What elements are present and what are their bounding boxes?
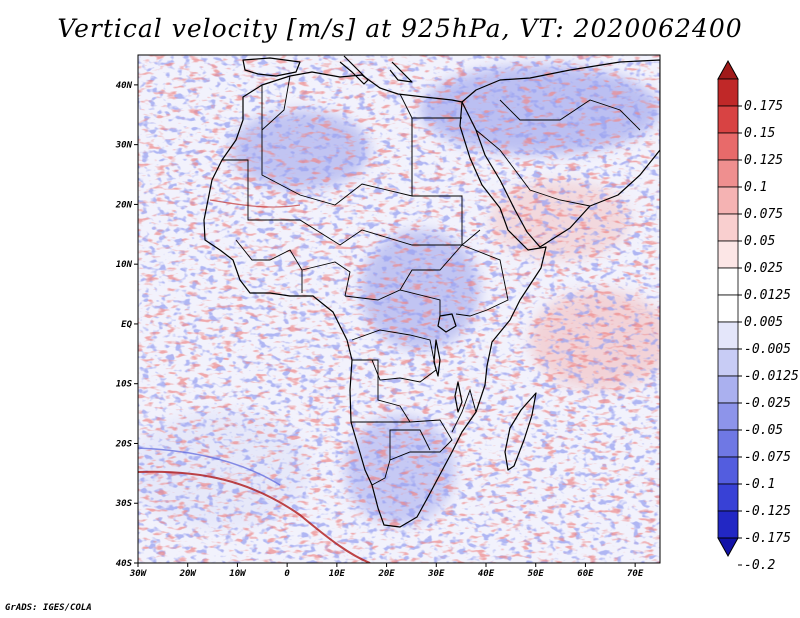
country-borders xyxy=(222,75,641,486)
colorbar-swatch xyxy=(717,375,739,404)
border-horn xyxy=(455,244,509,317)
coastline-greece xyxy=(389,61,413,83)
map-panel xyxy=(137,54,661,564)
colorbar-label: 0.025 xyxy=(744,261,783,276)
lon-tick-label: 30W xyxy=(129,569,148,579)
border-angola xyxy=(352,359,411,423)
colorbar-swatch xyxy=(717,321,739,350)
coastline-lake-tanganyika xyxy=(433,339,441,377)
colorbar: 0.175 0.15 0.125 0.1 0.075 0.05 0.025 0.0125 0.0… xyxy=(717,59,799,573)
lon-tick-label: 20E xyxy=(377,569,395,579)
colorbar-label: -0.0125 xyxy=(744,369,799,384)
coastlines xyxy=(203,55,660,528)
border-drc xyxy=(351,329,437,383)
colorbar-label: -0.125 xyxy=(744,504,791,519)
border-west-africa xyxy=(235,239,303,293)
convergence-line-west xyxy=(209,199,301,208)
colorbar-swatch xyxy=(717,132,739,161)
colorbar-swatch xyxy=(717,456,739,485)
border-mozambique xyxy=(451,388,477,433)
colorbar-swatch xyxy=(717,159,739,188)
colorbar-swatch xyxy=(717,294,739,323)
border-sudan xyxy=(399,195,463,291)
lat-tick-label: 20S xyxy=(115,439,133,449)
border-egypt-saudi xyxy=(475,129,591,207)
colorbar-swatch xyxy=(717,402,739,431)
lon-tick-label: 70E xyxy=(627,569,644,579)
colorbar-label: -0.05 xyxy=(744,423,783,438)
colorbar-label: 0.005 xyxy=(744,315,783,330)
grads-credit: GrADS: IGES/COLA xyxy=(5,603,92,613)
coastline-lake-malawi xyxy=(454,381,463,413)
colorbar-swatch xyxy=(717,213,739,242)
border-nigeria xyxy=(301,261,351,297)
colorbar-swatch xyxy=(717,78,739,107)
front-south-atlantic xyxy=(138,470,371,563)
colorbar-label: -0.175 xyxy=(744,531,791,546)
velocity-field xyxy=(138,55,660,563)
lon-tick-label: 10E xyxy=(329,569,346,579)
lat-tick-label: 20N xyxy=(115,200,133,210)
colorbar-lower-arrow xyxy=(717,537,739,558)
colorbar-swatch xyxy=(717,267,739,296)
colorbar-label: 0.1 xyxy=(744,180,767,195)
coastline-italy xyxy=(339,55,369,85)
border-botswana xyxy=(389,429,431,460)
front-south-atlantic-2 xyxy=(138,447,281,486)
lon-tick-label: 40E xyxy=(478,569,495,579)
lon-tick-label: 20W xyxy=(179,569,198,579)
field-noise-positive xyxy=(138,55,660,563)
lat-tick-label: 10N xyxy=(116,260,133,270)
colorbar-label: -0.075 xyxy=(744,450,791,465)
border-central-africa xyxy=(344,289,441,316)
coastline-iberia xyxy=(242,57,301,77)
colorbar-label: 0.0125 xyxy=(744,288,791,303)
colorbar-label: 0.15 xyxy=(744,126,775,141)
colorbar-upper-arrow xyxy=(717,59,739,80)
lon-tick-label: 0 xyxy=(284,569,290,579)
lon-tick-label: 30E xyxy=(427,569,445,579)
lon-tick-label: 10W xyxy=(229,569,247,579)
lat-tick-label: 40N xyxy=(116,81,133,91)
lat-tick-label: 30N xyxy=(115,141,133,151)
lat-tick-label: 10S xyxy=(116,380,133,390)
colorbar-swatch xyxy=(717,240,739,269)
colorbar-swatch xyxy=(717,186,739,215)
colorbar-swatch xyxy=(717,348,739,377)
border-southern-africa xyxy=(351,419,453,486)
lon-tick-label: 50E xyxy=(528,569,545,579)
colorbar-swatch xyxy=(717,429,739,458)
border-arabia-north xyxy=(499,99,641,131)
chart-title: Vertical velocity [m/s] at 925hPa, VT: 2… xyxy=(57,14,743,43)
colorbar-label: 0.125 xyxy=(744,153,783,168)
coastline-lake-victoria xyxy=(437,313,457,333)
colorbar-swatch xyxy=(717,510,739,539)
lat-tick-label: 40S xyxy=(116,559,133,569)
coastline-madagascar xyxy=(504,392,537,471)
colorbar-label: -0.2 xyxy=(744,558,775,573)
border-libya-egypt xyxy=(411,117,462,196)
border-morocco-algeria xyxy=(261,75,291,131)
map-frame xyxy=(137,54,661,564)
lat-tick-label: EQ xyxy=(121,320,132,330)
colorbar-label: 0.075 xyxy=(744,207,783,222)
border-sahel xyxy=(222,159,481,246)
colorbar-label: -0.025 xyxy=(744,396,791,411)
colorbar-label: -0.005 xyxy=(744,342,791,357)
coastline-arabia xyxy=(461,59,660,248)
coastline-africa xyxy=(203,71,547,528)
colorbar-swatch xyxy=(717,483,739,512)
colorbar-label: 0.175 xyxy=(744,99,783,114)
colorbar-label: -0.1 xyxy=(744,477,775,492)
colorbar-label: 0.05 xyxy=(744,234,775,249)
lat-tick-label: 30S xyxy=(115,499,133,509)
lon-tick-label: 60E xyxy=(577,569,594,579)
colorbar-swatch xyxy=(717,105,739,134)
